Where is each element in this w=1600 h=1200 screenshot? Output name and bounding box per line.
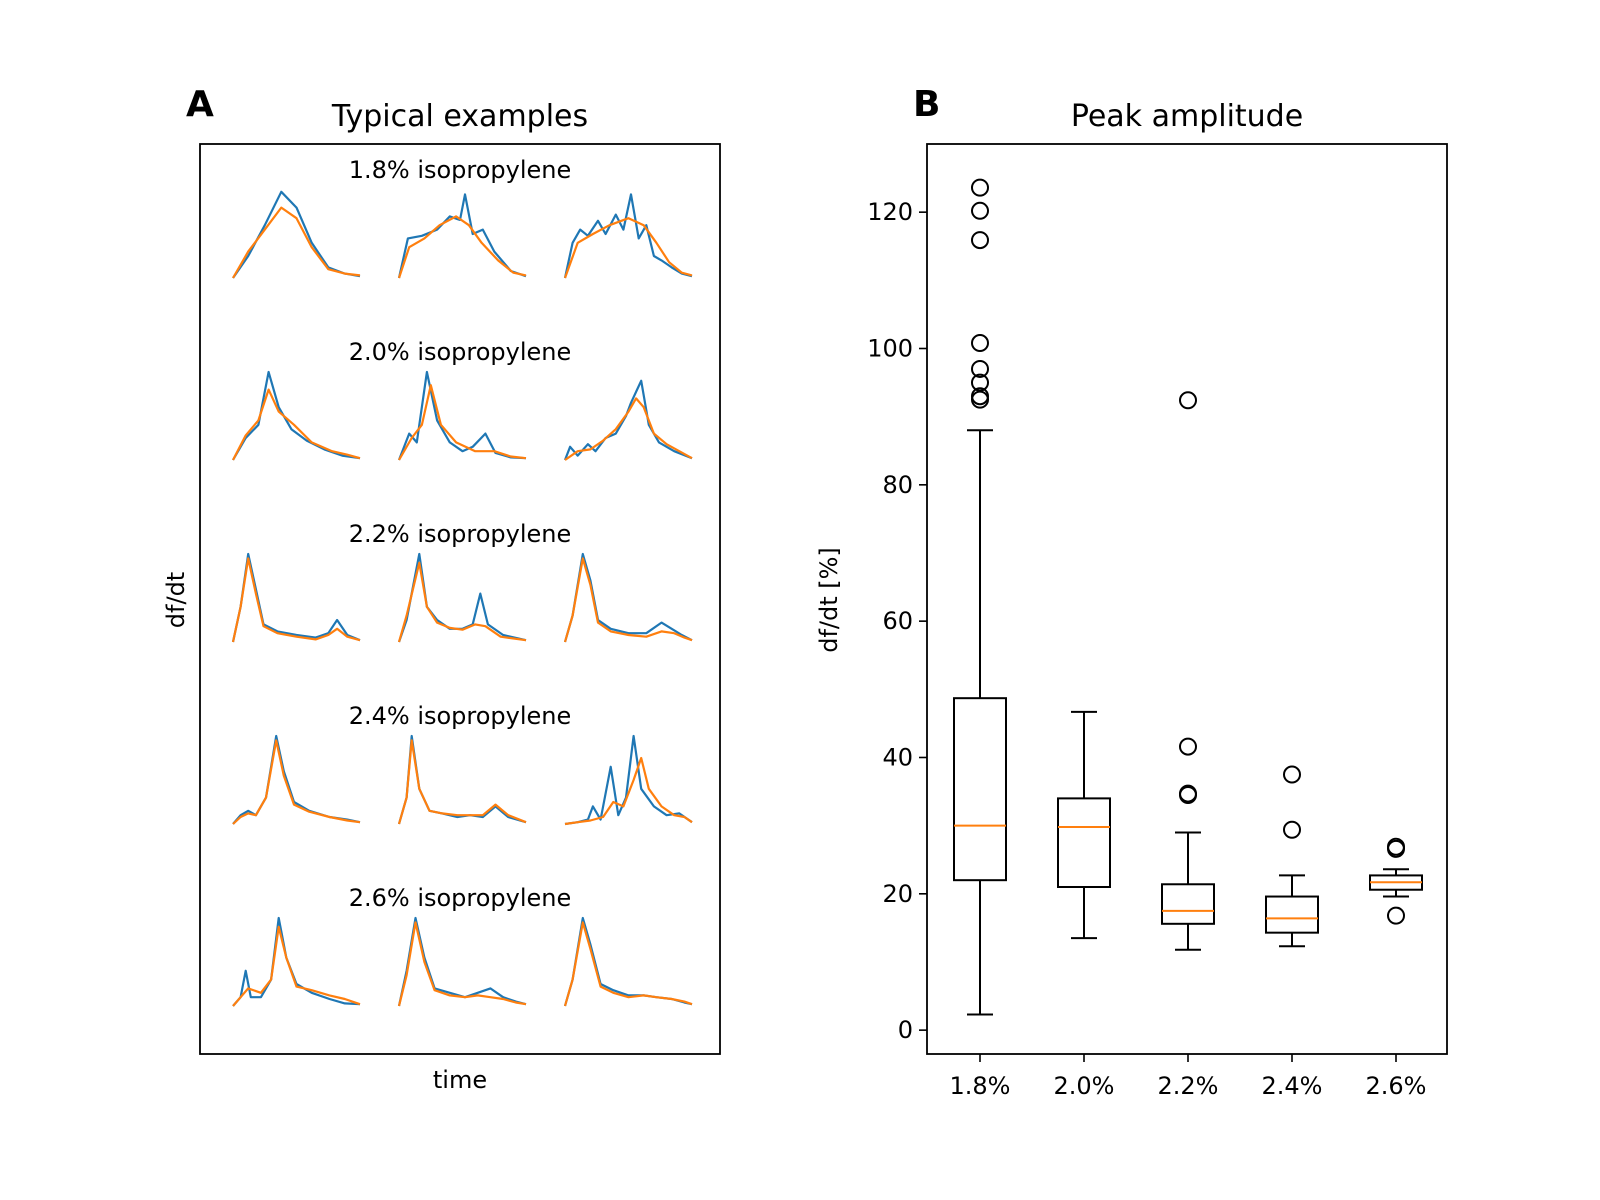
outlier-point [971, 359, 989, 378]
trace-series-2 [397, 561, 527, 643]
trace-series-2 [232, 739, 361, 825]
trace-series-2 [564, 397, 693, 461]
trace-series-2 [232, 925, 361, 1007]
outlier-point [1179, 391, 1197, 410]
iqr-box [1265, 895, 1319, 934]
condition-row: 2.2% isopropylene [231, 520, 693, 643]
panel-b-y-axis: 0 20 40 60 80 100 120 [867, 198, 927, 1044]
outlier-point [1283, 820, 1301, 839]
y-tick-label: 60 [882, 607, 913, 635]
x-tick-label: 2.4% [1262, 1072, 1323, 1100]
panel-a-frame [199, 143, 721, 1055]
trace-series-2 [232, 206, 361, 279]
trace-series-1 [563, 379, 693, 461]
panel-a-ylabel: df/dt [162, 572, 190, 628]
trace-series-2 [397, 921, 527, 1007]
condition-label: 2.2% isopropylene [349, 520, 572, 548]
condition-label: 1.8% isopropylene [349, 156, 572, 184]
trace-series-2 [564, 756, 693, 826]
outlier-point [971, 178, 989, 197]
box-2.4% [1265, 765, 1319, 948]
condition-label: 2.4% isopropylene [349, 702, 572, 730]
panel-b-frame [926, 143, 1448, 1055]
trace-series-1 [232, 734, 361, 825]
outlier-point [1283, 765, 1301, 784]
outlier-point [1387, 906, 1405, 925]
condition-label: 2.6% isopropylene [349, 884, 572, 912]
trace-series-1 [563, 552, 693, 643]
panel-b-boxes [953, 178, 1423, 1016]
panel-b-ylabel: df/dt [%] [815, 547, 843, 653]
x-tick-label: 2.2% [1158, 1072, 1219, 1100]
panel-letter-a: A [186, 84, 214, 125]
trace-series-1 [563, 916, 693, 1007]
trace-series-1 [232, 916, 361, 1007]
y-tick-label: 0 [898, 1016, 913, 1044]
trace-series-1 [232, 370, 361, 461]
panel-a: A Typical examples df/dt time 1.8% isopr… [162, 84, 721, 1094]
box-1.8% [953, 178, 1007, 1016]
trace-series-2 [563, 557, 693, 643]
trace-series-1 [397, 370, 527, 461]
box-2.2% [1161, 391, 1215, 951]
panel-b-x-axis: 1.8% 2.0% 2.2% 2.4% 2.6% [950, 1054, 1427, 1100]
trace-series-2 [231, 557, 361, 643]
panel-a-xlabel: time [433, 1066, 487, 1094]
trace-series-2 [563, 217, 693, 279]
trace-series-2 [563, 921, 693, 1007]
iqr-box [1057, 797, 1111, 888]
outlier-point [971, 390, 989, 409]
trace-series-1 [232, 190, 361, 279]
trace-series-1 [231, 552, 361, 643]
condition-row: 2.6% isopropylene [232, 884, 693, 1007]
outlier-point [971, 334, 989, 353]
box-2.6% [1369, 837, 1423, 925]
panel-letter-b: B [913, 84, 940, 125]
condition-label: 2.0% isopropylene [349, 338, 572, 366]
panel-a-rows: 1.8% isopropylene 2.0% isopropylene 2.2% i… [231, 156, 693, 1007]
trace-series-2 [232, 388, 361, 461]
box-2.0% [1057, 710, 1111, 940]
outlier-point [971, 373, 989, 392]
outlier-point [971, 231, 989, 250]
panel-a-title: Typical examples [331, 99, 588, 134]
y-tick-label: 120 [867, 198, 913, 226]
x-tick-label: 2.0% [1054, 1072, 1115, 1100]
outlier-point [1179, 784, 1197, 803]
iqr-box [953, 697, 1007, 882]
outlier-point [971, 201, 989, 220]
x-tick-label: 2.6% [1366, 1072, 1427, 1100]
trace-series-2 [398, 384, 527, 461]
outlier-point [1387, 837, 1405, 856]
condition-row: 2.0% isopropylene [232, 338, 693, 461]
condition-row: 1.8% isopropylene [232, 156, 693, 279]
trace-series-1 [397, 193, 527, 279]
x-tick-label: 1.8% [950, 1072, 1011, 1100]
y-tick-label: 20 [882, 880, 913, 908]
y-tick-label: 100 [867, 334, 913, 362]
trace-series-2 [397, 739, 527, 825]
condition-row: 2.4% isopropylene [232, 702, 693, 826]
outlier-point [971, 387, 989, 406]
panel-b-title: Peak amplitude [1071, 99, 1303, 134]
trace-series-1 [563, 193, 693, 279]
trace-series-1 [564, 734, 693, 826]
outlier-point [1179, 737, 1197, 756]
trace-series-2 [397, 215, 527, 279]
y-tick-label: 80 [882, 471, 913, 499]
iqr-box [1161, 883, 1215, 925]
y-tick-label: 40 [882, 743, 913, 771]
panel-b: B Peak amplitude df/dt [%] 0 20 40 60 80 100 1… [815, 84, 1448, 1100]
